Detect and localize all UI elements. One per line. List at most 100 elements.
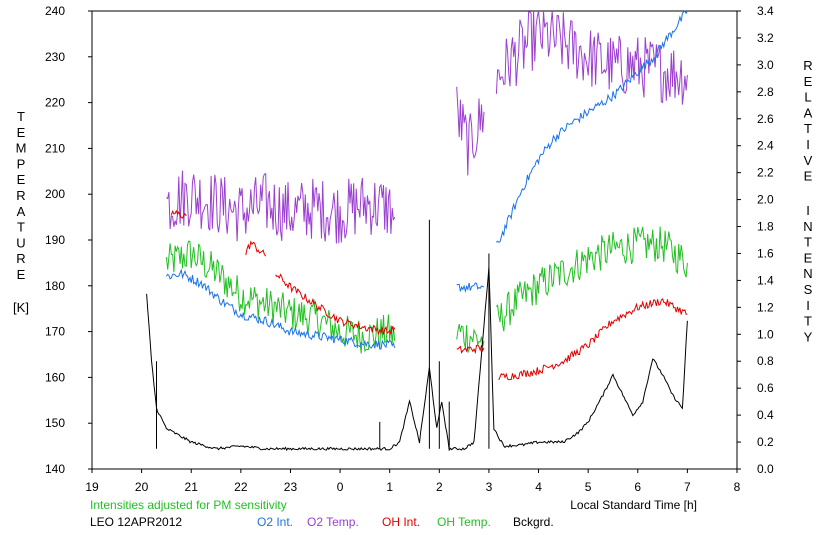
legend-oh-int: OH Int. <box>382 515 420 529</box>
right-axis-letter: T <box>804 314 812 329</box>
left-tick-label: 140 <box>45 462 65 476</box>
x-tick-label: 2 <box>436 480 443 494</box>
series-segment <box>498 298 688 381</box>
right-axis-letter: V <box>804 153 813 168</box>
left-tick-label: 200 <box>45 187 65 201</box>
legend-oh-temp: OH Temp. <box>437 515 491 529</box>
right-axis-letter: I <box>806 203 810 218</box>
x-axis-ticks: 19 20 21 22 23 0 1 2 3 4 5 6 7 8 <box>85 469 741 494</box>
right-tick-label: 1.8 <box>757 220 774 234</box>
right-tick-label: 0.0 <box>757 462 774 476</box>
left-axis-letter: T <box>17 109 25 124</box>
right-tick-label: 3.4 <box>757 4 774 18</box>
right-axis-letter: A <box>804 105 813 120</box>
right-axis-letter: S <box>804 282 813 297</box>
left-axis-letter: M <box>16 141 27 156</box>
left-tick-label: 230 <box>45 50 65 64</box>
right-tick-label: 2.0 <box>757 193 774 207</box>
x-axis-label: Local Standard Time [h] <box>570 498 697 512</box>
left-tick-label: 240 <box>45 4 65 18</box>
right-axis-letter: I <box>806 298 810 313</box>
x-tick-label: 22 <box>234 480 248 494</box>
plot-frame <box>91 10 738 470</box>
sensitivity-note: Intensities adjusted for PM sensitivity <box>90 498 287 512</box>
series-segment <box>456 324 485 353</box>
x-tick-label: 7 <box>684 480 691 494</box>
x-tick-label: 4 <box>535 480 542 494</box>
x-tick-label: 19 <box>85 480 99 494</box>
right-axis-letter: N <box>803 219 812 234</box>
series-segment <box>245 240 267 257</box>
x-tick-label: 21 <box>185 480 199 494</box>
x-tick-label: 23 <box>284 480 298 494</box>
right-axis-letter: Y <box>804 329 813 344</box>
right-axis-letter: R <box>803 58 812 73</box>
left-tick-label: 190 <box>45 233 65 247</box>
left-axis-letter: U <box>16 235 25 250</box>
legend-bckgrd: Bckgrd. <box>513 515 554 529</box>
left-axis-unit: [K] <box>13 300 29 315</box>
series-segment <box>170 209 187 219</box>
series-segment <box>495 10 688 105</box>
x-tick-label: 1 <box>386 480 393 494</box>
left-axis-letter: P <box>17 156 26 171</box>
left-axis-letter: A <box>17 204 26 219</box>
left-axis-letter: T <box>17 220 25 235</box>
right-tick-label: 0.2 <box>757 435 774 449</box>
series-oh-temp <box>165 226 688 354</box>
series-segment <box>496 226 688 332</box>
right-axis-letter: L <box>804 90 811 105</box>
right-tick-label: 3.0 <box>757 58 774 72</box>
right-tick-label: 1.4 <box>757 273 774 287</box>
right-axis-letter: I <box>806 137 810 152</box>
left-tick-label: 170 <box>45 325 65 339</box>
series-segment <box>275 273 396 336</box>
right-axis-letter: E <box>804 250 813 265</box>
x-tick-label: 20 <box>135 480 149 494</box>
series-o2-temp <box>166 10 688 244</box>
series-segment <box>165 240 396 354</box>
series-segment <box>146 267 688 452</box>
series-segment <box>165 268 396 350</box>
legend-o2-int: O2 Int. <box>257 515 293 529</box>
left-tick-label: 150 <box>45 416 65 430</box>
left-tick-label: 160 <box>45 370 65 384</box>
x-tick-label: 0 <box>337 480 344 494</box>
right-axis-letter: N <box>803 266 812 281</box>
right-tick-label: 1.2 <box>757 300 774 314</box>
left-tick-label: 220 <box>45 96 65 110</box>
right-tick-label: 2.4 <box>757 139 774 153</box>
left-axis-letter: E <box>17 172 26 187</box>
right-tick-label: 0.8 <box>757 354 774 368</box>
series-oh-int <box>170 209 688 381</box>
right-axis-letter: T <box>804 121 812 136</box>
right-axis-letter: E <box>804 169 813 184</box>
series-bckgrd <box>146 219 688 452</box>
right-tick-label: 0.4 <box>757 408 774 422</box>
right-axis-letter: E <box>804 74 813 89</box>
right-tick-label: 2.8 <box>757 85 774 99</box>
right-tick-label: 2.6 <box>757 112 774 126</box>
right-tick-label: 1.0 <box>757 327 774 341</box>
series-segment <box>496 10 688 243</box>
right-tick-label: 3.2 <box>757 31 774 45</box>
right-tick-label: 0.6 <box>757 381 774 395</box>
left-axis-letter: E <box>17 267 26 282</box>
left-tick-label: 180 <box>45 279 65 293</box>
series-segment <box>456 86 485 176</box>
right-tick-label: 2.2 <box>757 166 774 180</box>
right-axis-letter: T <box>804 235 812 250</box>
x-tick-label: 3 <box>486 480 493 494</box>
left-axis-letter: E <box>17 125 26 140</box>
series-o2-int <box>165 10 688 350</box>
left-axis-letter: R <box>16 251 25 266</box>
series-segment <box>456 282 485 294</box>
left-axis-letter: R <box>16 188 25 203</box>
legend-o2-temp: O2 Temp. <box>307 515 359 529</box>
x-tick-label: 5 <box>585 480 592 494</box>
right-tick-label: 1.6 <box>757 246 774 260</box>
series-segment <box>166 170 396 244</box>
left-tick-label: 210 <box>45 141 65 155</box>
